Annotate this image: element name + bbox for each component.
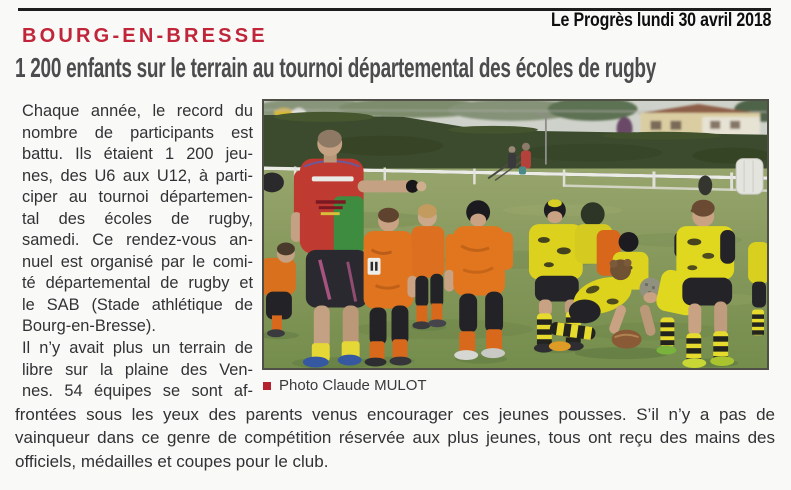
- column-line: tal des écoles de rugby,: [22, 209, 253, 228]
- rugby-ball: [611, 329, 642, 349]
- photo-player-yellow-edge: [748, 241, 767, 336]
- photo-player-orange-helmet: [444, 200, 514, 364]
- column-line: battu. Ils étaient 1 200 jeu-: [22, 145, 253, 164]
- column-line: ciper au tournoi départemen-: [22, 188, 253, 207]
- article-photo-figure: [262, 99, 769, 370]
- photo-hedge: [264, 111, 767, 175]
- photo-player-yellow-helmet: [528, 199, 584, 354]
- photo-player-orange-61: [362, 207, 419, 367]
- masthead-dateline-text: Le Progrès lundi 30 avril 2018: [550, 10, 771, 31]
- article-left-column: Chaque année, le record du nombre de par…: [22, 101, 253, 403]
- caption-bullet-icon: [263, 381, 271, 390]
- bottom-line: frontées sous les yeux des parents venus…: [15, 405, 775, 424]
- photo-fence: [264, 166, 767, 192]
- photo-scrum: [548, 258, 701, 360]
- article-headline-text: 1 200 enfants sur le terrain au tournoi …: [15, 52, 657, 83]
- photo-spectators: [264, 142, 764, 196]
- masthead-dateline: Le Progrès lundi 30 avril 2018: [509, 10, 771, 32]
- column-line: nombre de participants est: [22, 123, 253, 142]
- photo-caption: Photo Claude MULOT: [263, 377, 427, 394]
- article-headline: 1 200 enfants sur le terrain au tournoi …: [15, 52, 791, 84]
- article-kicker: BOURG-EN-BRESSE: [22, 25, 268, 47]
- photo-player-orange-blond: [410, 204, 447, 331]
- column-line: Il n’y avait plus un terrain de: [22, 339, 253, 358]
- column-line: Bourg-en-Bresse).: [22, 317, 156, 336]
- column-line: le SAB (Stade athlétique de: [22, 295, 253, 314]
- photo-player-yellow-right: [674, 199, 739, 368]
- photo-caption-text: Photo Claude MULOT: [279, 377, 427, 394]
- article-photo: [262, 99, 769, 370]
- column-line: nuel est organisé par le comi-: [22, 252, 253, 271]
- column-line: té départemental de rugby et: [22, 274, 253, 293]
- column-line: samedi. Ce rendez-vous an-: [22, 231, 253, 250]
- masthead-rule: [18, 8, 771, 11]
- bottom-line: officiels, médailles et coupes pour le c…: [15, 451, 329, 471]
- bottom-line: vainqueur dans ce genre de compétition r…: [15, 428, 775, 448]
- rugby-photo-illustration: [264, 101, 767, 368]
- column-line: nes. 54 équipes se sont af-: [22, 382, 253, 401]
- photo-player-orange-left: [264, 242, 299, 340]
- article-bottom-paragraph: frontées sous les yeux des parents venus…: [15, 403, 775, 473]
- photo-referee: [290, 129, 427, 368]
- column-line: Chaque année, le record du: [22, 102, 253, 120]
- photo-lamp-post: [535, 112, 547, 165]
- column-line: libre sur la plaine des Ven-: [22, 360, 253, 379]
- column-line: nes, des U6 aux U12, à parti-: [22, 166, 253, 185]
